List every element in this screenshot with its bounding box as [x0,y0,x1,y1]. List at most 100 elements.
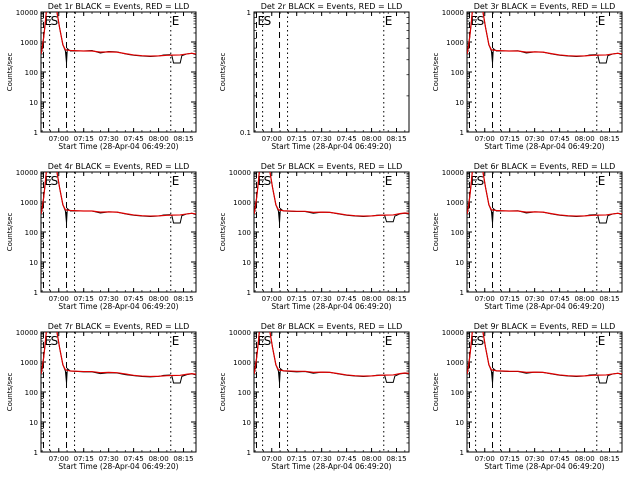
y-tick-label: 1000 [446,199,464,207]
y-tick-label: 10000 [229,169,251,177]
x-tick-label: 08:00 [148,135,168,143]
y-tick-label: 1 [247,289,251,297]
x-tick-label: 07:30 [525,135,545,143]
series-group [41,172,196,224]
marker-label: S [477,334,485,348]
series-line-lld [467,332,622,377]
y-tick-label: 1 [34,129,38,137]
marker-label: E [598,14,606,28]
y-axis-label: Counts/sec [219,373,227,412]
plot-frame [253,11,410,133]
y-axis-label: Counts/sec [6,53,14,92]
panel-det-5: Det 5r BLACK = Events, RED = LLD 1 10 100 10… [219,162,410,311]
plot-frame [466,331,623,453]
x-tick-label: 07:30 [312,135,332,143]
series-line-lld [41,172,196,217]
y-tick-label: 10000 [229,329,251,337]
marker-label: E [385,14,393,28]
y-tick-label: 1000 [446,359,464,367]
x-tick-label: 07:30 [525,295,545,303]
y-tick-label: 10000 [16,9,38,17]
x-tick-label: 07:45 [337,295,357,303]
x-tick-label: 08:00 [148,455,168,463]
marker-label: E [385,174,393,188]
marker-label: S [264,334,272,348]
panel-title: Det 2r BLACK = Events, RED = LLD [261,2,403,11]
plot-frame [40,11,197,133]
marker-label: S [51,174,59,188]
marker-label: E [44,334,52,348]
x-tick-label: 08:00 [574,455,594,463]
panel-title: Det 3r BLACK = Events, RED = LLD [474,2,616,11]
y-tick-label: 100 [451,229,464,237]
x-tick-label: 07:15 [287,295,307,303]
series-group [467,172,622,224]
y-tick-label: 1000 [20,39,38,47]
panel-det-8: Det 8r BLACK = Events, RED = LLD 1 10 100 10… [219,322,410,471]
y-tick-label: 100 [451,389,464,397]
series-line-lld [41,12,196,57]
y-tick-label: 10 [29,419,38,427]
y-axis-label: Counts/sec [219,213,227,252]
x-tick-label: 07:45 [124,135,144,143]
marker-label: S [264,14,272,28]
x-tick-label: 08:00 [361,295,381,303]
marker-label: E [598,174,606,188]
x-tick-label: 07:30 [312,455,332,463]
y-axis-label: Counts/sec [219,53,227,92]
y-tick-label: 1000 [233,199,251,207]
panel-title: Det 7r BLACK = Events, RED = LLD [48,322,190,331]
y-tick-label: 1 [460,449,464,457]
marker-label: S [264,174,272,188]
x-tick-label: 07:45 [124,455,144,463]
x-axis-label: Start Time (28-Apr-04 06:49:20) [58,302,178,311]
x-tick-label: 07:45 [337,455,357,463]
series-group [254,172,409,224]
y-tick-label: 100 [25,69,38,77]
y-tick-label: 100 [238,229,251,237]
x-tick-label: 07:00 [475,455,495,463]
x-tick-label: 08:15 [599,295,619,303]
x-tick-label: 08:15 [386,135,406,143]
panel-det-3: Det 3r BLACK = Events, RED = LLD 1 10 100 10… [432,2,623,151]
x-tick-label: 07:00 [49,455,69,463]
panel-det-1: Det 1r BLACK = Events, RED = LLD 1 10 100 10… [6,2,197,151]
x-tick-label: 07:00 [49,135,69,143]
x-tick-label: 07:00 [262,135,282,143]
x-tick-label: 07:45 [124,295,144,303]
y-axis-label: Counts/sec [432,53,440,92]
x-tick-label: 08:15 [173,135,193,143]
x-tick-label: 08:15 [386,295,406,303]
x-tick-label: 08:15 [599,455,619,463]
x-axis-label: Start Time (28-Apr-04 06:49:20) [58,142,178,151]
marker-label: E [44,174,52,188]
x-tick-label: 08:15 [173,295,193,303]
marker-label: S [51,334,59,348]
y-axis-label: Counts/sec [6,213,14,252]
plot-frame [253,171,410,293]
marker-label: E [172,334,180,348]
panel-title: Det 4r BLACK = Events, RED = LLD [48,162,190,171]
marker-label: E [257,14,265,28]
y-tick-label: 100 [238,389,251,397]
marker-label: E [470,14,478,28]
x-tick-label: 07:45 [337,135,357,143]
x-tick-label: 07:15 [500,135,520,143]
series-line-lld [41,332,196,378]
panel-det-6: Det 6r BLACK = Events, RED = LLD 1 10 100 10… [432,162,623,311]
x-tick-label: 07:00 [475,295,495,303]
marker-label: S [51,14,59,28]
y-tick-label: 10000 [442,329,464,337]
panel-title: Det 9r BLACK = Events, RED = LLD [474,322,616,331]
y-tick-label: 10 [29,259,38,267]
plot-frame [253,331,410,453]
x-axis-label: Start Time (28-Apr-04 06:49:20) [484,302,604,311]
series-line-lld [254,332,409,377]
panel-det-2: Det 2r BLACK = Events, RED = LLD 0.1 1 07:0… [219,2,410,151]
panel-title: Det 1r BLACK = Events, RED = LLD [48,2,190,11]
series-group [41,12,196,64]
marker-label: S [477,14,485,28]
x-tick-label: 08:00 [574,135,594,143]
x-tick-label: 07:00 [262,455,282,463]
